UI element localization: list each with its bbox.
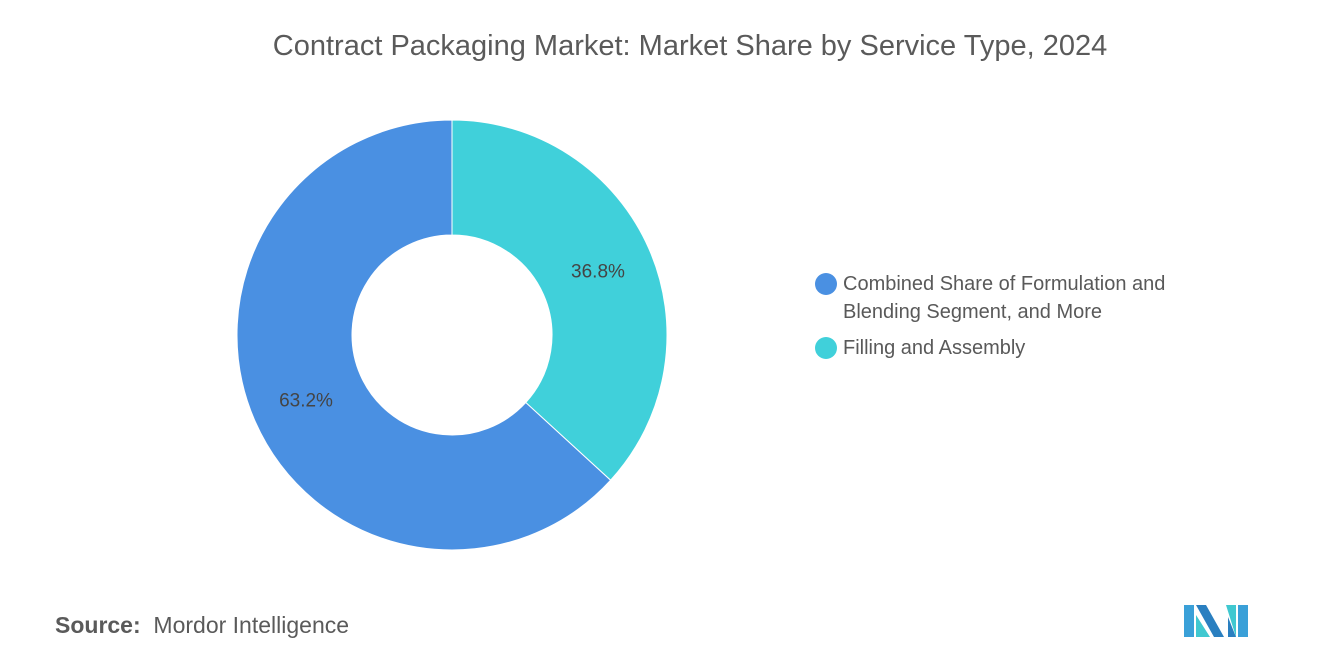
legend-item[interactable]: Combined Share of Formulation and Blendi… (815, 270, 1235, 326)
chart-title: Contract Packaging Market: Market Share … (272, 30, 1108, 62)
source-label: Source: (55, 612, 141, 638)
legend-item[interactable]: Filling and Assembly (815, 334, 1235, 362)
slice-label: 63.2% (279, 390, 333, 411)
legend-swatch (815, 273, 837, 295)
legend-label: Combined Share of Formulation and Blendi… (843, 273, 1166, 323)
legend-swatch (815, 337, 837, 359)
slice-label: 36.8% (571, 262, 625, 283)
donut-slice[interactable] (236, 119, 612, 551)
legend-label: Filling and Assembly (843, 337, 1026, 359)
legend: Combined Share of Formulation and Blendi… (815, 270, 1235, 370)
source-value: Mordor Intelligence (153, 612, 350, 638)
donut-slice[interactable] (451, 119, 668, 481)
mordor-logo-icon (1184, 605, 1248, 637)
source-note: Source: Mordor Intelligence (55, 612, 349, 639)
